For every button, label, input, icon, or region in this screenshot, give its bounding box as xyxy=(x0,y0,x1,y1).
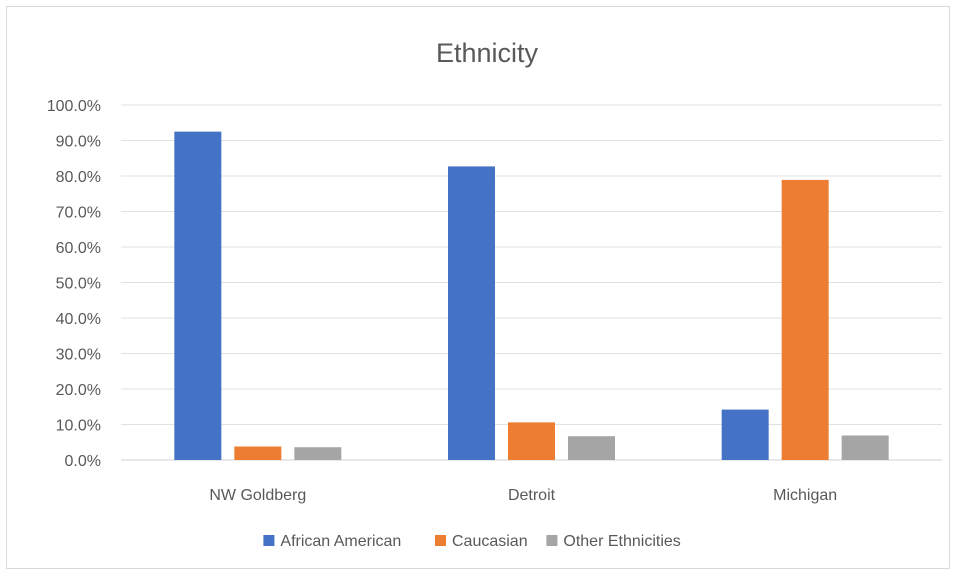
bar xyxy=(234,446,282,460)
y-axis-ticks: 0.0% 10.0% 20.0% 30.0% 40.0% 50.0% 60.0% 70.0% 8… xyxy=(47,98,101,470)
legend-swatch xyxy=(435,535,446,546)
bar xyxy=(721,409,769,460)
legend-swatch xyxy=(546,535,558,546)
bar xyxy=(568,436,615,460)
y-tick-label: 70.0% xyxy=(56,205,101,222)
legend-swatch xyxy=(263,535,275,546)
bar xyxy=(174,131,222,460)
bar xyxy=(781,179,829,460)
legend-label: Caucasian xyxy=(452,533,528,550)
y-tick-label: 60.0% xyxy=(56,240,101,257)
y-tick-label: 30.0% xyxy=(56,347,101,364)
y-tick-label: 10.0% xyxy=(56,418,101,435)
y-tick-label: 50.0% xyxy=(56,276,101,293)
bar xyxy=(294,447,342,460)
bars xyxy=(174,131,889,461)
y-tick-label: 0.0% xyxy=(65,453,101,470)
y-tick-label: 20.0% xyxy=(56,382,101,399)
chart-title: Ethnicity xyxy=(436,38,539,68)
bar xyxy=(841,435,889,460)
x-tick-label: Detroit xyxy=(508,487,556,504)
legend-label: Other Ethnicities xyxy=(563,533,680,550)
x-tick-label: Michigan xyxy=(773,487,837,504)
y-tick-label: 40.0% xyxy=(56,311,101,328)
legend: African American Caucasian Other Ethniciti… xyxy=(263,533,681,550)
y-tick-label: 90.0% xyxy=(56,134,101,151)
y-tick-label: 100.0% xyxy=(47,98,101,115)
y-tick-label: 80.0% xyxy=(56,169,101,186)
bar xyxy=(448,166,495,461)
x-axis-ticks: NW Goldberg Detroit Michigan xyxy=(209,487,837,504)
bar xyxy=(508,422,555,460)
legend-label: African American xyxy=(280,533,401,550)
x-tick-label: NW Goldberg xyxy=(209,487,306,504)
